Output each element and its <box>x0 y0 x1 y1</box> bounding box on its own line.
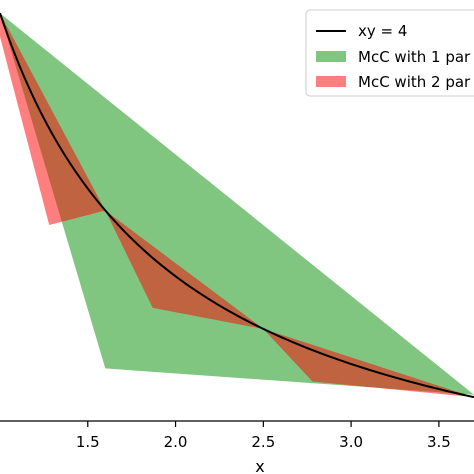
legend-handle-patch <box>316 51 346 62</box>
x-tick-label: 3.5 <box>427 433 451 451</box>
x-tick-label: 3.0 <box>339 433 363 451</box>
region-mcc-1-par <box>0 13 474 395</box>
legend-entry-label: xy = 4 <box>358 22 407 40</box>
legend: xy = 4 McC with 1 par McC with 2 par <box>305 9 474 97</box>
x-axis-label: x <box>255 457 264 474</box>
legend-handle-patch <box>316 76 346 87</box>
curve-xy-equals-4 <box>0 12 474 399</box>
x-tick-label: 2.5 <box>251 433 275 451</box>
x-tick-label: 1.5 <box>76 433 100 451</box>
legend-entry-label: McC with 2 par <box>358 73 471 91</box>
x-tick-label: 2.0 <box>164 433 188 451</box>
axes: 1.5 2.0 2.5 3.0 3.5 x <box>0 420 474 474</box>
region-mcc-2-par <box>0 13 474 398</box>
legend-box <box>305 9 474 97</box>
plot-area <box>0 12 474 399</box>
legend-entry-label: McC with 1 par <box>358 48 471 66</box>
